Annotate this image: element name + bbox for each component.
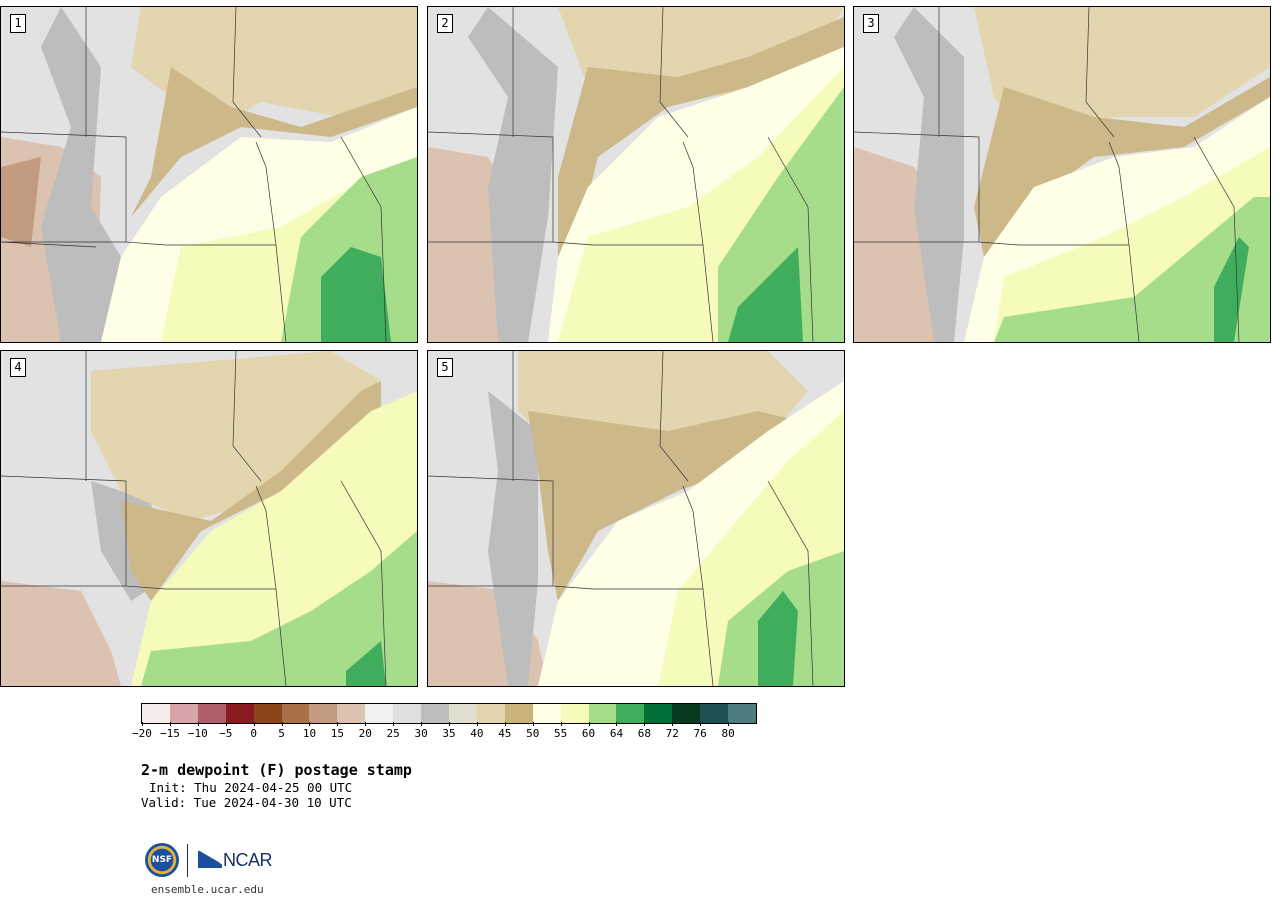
colorbar-tick xyxy=(309,722,311,726)
colorbar-tick xyxy=(169,722,171,726)
colorbar-tick xyxy=(532,722,534,726)
ncar-logo-icon xyxy=(198,850,222,868)
colorbar-tick xyxy=(588,722,590,726)
colorbar-tick-label: 60 xyxy=(581,727,596,740)
dewpoint-map-1 xyxy=(1,7,417,342)
colorbar-tick-label: 30 xyxy=(414,727,428,740)
map-panel-2: 2 xyxy=(427,6,845,343)
colorbar-tick xyxy=(728,722,730,726)
colorbar-segment xyxy=(365,704,394,723)
colorbar-tick xyxy=(672,722,674,726)
colorbar-tick xyxy=(281,722,283,726)
colorbar-tick xyxy=(616,722,618,726)
colorbar-tick-label: 10 xyxy=(302,727,317,740)
colorbar-ticks: −20 −15 −10 −5 0 5 10 15 20 25 30 35 40 45 50 55 60 64 68 7… xyxy=(132,722,757,742)
colorbar-tick-label: −10 xyxy=(187,727,208,740)
map-panel-5: 5 xyxy=(427,350,845,687)
colorbar-segment xyxy=(142,704,170,723)
colorbar-segment xyxy=(588,704,617,723)
colorbar-segment xyxy=(448,704,477,723)
panel-number: 3 xyxy=(863,14,879,33)
map-panel-3: 3 xyxy=(853,6,1271,343)
colorbar-tick-label: 45 xyxy=(498,727,512,740)
valid-time: Valid: Tue 2024-04-30 10 UTC xyxy=(141,795,352,810)
colorbar-tick xyxy=(197,722,199,726)
colorbar-segment xyxy=(560,704,589,723)
colorbar-tick xyxy=(644,722,646,726)
panel-number: 1 xyxy=(10,14,26,33)
colorbar-tick xyxy=(449,722,450,726)
panel-number: 2 xyxy=(437,14,453,33)
colorbar-tick-label: 72 xyxy=(665,727,679,740)
colorbar-tick-label: 64 xyxy=(609,727,624,740)
colorbar-segment xyxy=(337,704,366,723)
colorbar-tick-label: 80 xyxy=(721,727,735,740)
colorbar-tick-label: −5 xyxy=(219,727,233,740)
footer-url[interactable]: ensemble.ucar.edu xyxy=(151,883,264,896)
colorbar-tick-label: 50 xyxy=(526,727,540,740)
colorbar-tick xyxy=(142,722,143,726)
colorbar-tick-label: 5 xyxy=(278,727,285,740)
init-time: Init: Thu 2024-04-25 00 UTC xyxy=(149,780,353,795)
colorbar-tick xyxy=(476,722,478,726)
colorbar-tick-label: 68 xyxy=(637,727,651,740)
colorbar-tick xyxy=(421,722,423,726)
colorbar-tick-label: 76 xyxy=(693,727,707,740)
logo-divider xyxy=(187,844,188,877)
colorbar-tick-label: 40 xyxy=(470,727,484,740)
dewpoint-map-4 xyxy=(1,351,417,686)
colorbar-tick xyxy=(337,722,339,726)
colorbar-segment xyxy=(421,704,449,723)
map-panel-1: 1 xyxy=(0,6,418,343)
nsf-logo-icon: NSF xyxy=(145,843,179,877)
colorbar-segment xyxy=(728,704,756,723)
colorbar-tick-label: −15 xyxy=(159,727,180,740)
colorbar-tick-label: −20 xyxy=(132,727,152,740)
colorbar-segment xyxy=(253,704,282,723)
colorbar-segment xyxy=(700,704,729,723)
panel-number: 4 xyxy=(10,358,26,377)
colorbar-tick xyxy=(560,722,562,726)
colorbar-segment xyxy=(281,704,310,723)
colorbar-segment xyxy=(169,704,198,723)
dewpoint-map-2 xyxy=(428,7,844,342)
colorbar-segment xyxy=(672,704,701,723)
colorbar xyxy=(141,703,757,724)
colorbar-segment xyxy=(197,704,226,723)
colorbar-segment xyxy=(532,704,561,723)
colorbar-segment xyxy=(644,704,673,723)
dewpoint-map-3 xyxy=(854,7,1270,342)
colorbar-tick xyxy=(365,722,367,726)
colorbar-segment xyxy=(504,704,533,723)
colorbar-tick xyxy=(225,722,227,726)
dewpoint-map-5 xyxy=(428,351,844,686)
colorbar-segment xyxy=(476,704,505,723)
colorbar-tick xyxy=(253,722,255,726)
colorbar-tick-label: 35 xyxy=(442,727,456,740)
chart-title: 2-m dewpoint (F) postage stamp xyxy=(141,761,412,779)
colorbar-segment xyxy=(393,704,422,723)
map-panel-4: 4 xyxy=(0,350,418,687)
colorbar-tick xyxy=(393,722,395,726)
logos: NSF NCAR xyxy=(145,843,275,879)
colorbar-tick-label: 15 xyxy=(330,727,344,740)
colorbar-segment xyxy=(309,704,338,723)
ncar-logo-text: NCAR xyxy=(223,850,273,870)
colorbar-tick xyxy=(700,722,702,726)
colorbar-segment xyxy=(616,704,645,723)
colorbar-tick-label: 0 xyxy=(250,727,257,740)
colorbar-tick-label: 20 xyxy=(358,727,372,740)
colorbar-tick-label: 55 xyxy=(554,727,568,740)
colorbar-tick xyxy=(504,722,506,726)
colorbar-segment xyxy=(225,704,254,723)
panel-number: 5 xyxy=(437,358,453,377)
colorbar-tick-label: 25 xyxy=(386,727,400,740)
